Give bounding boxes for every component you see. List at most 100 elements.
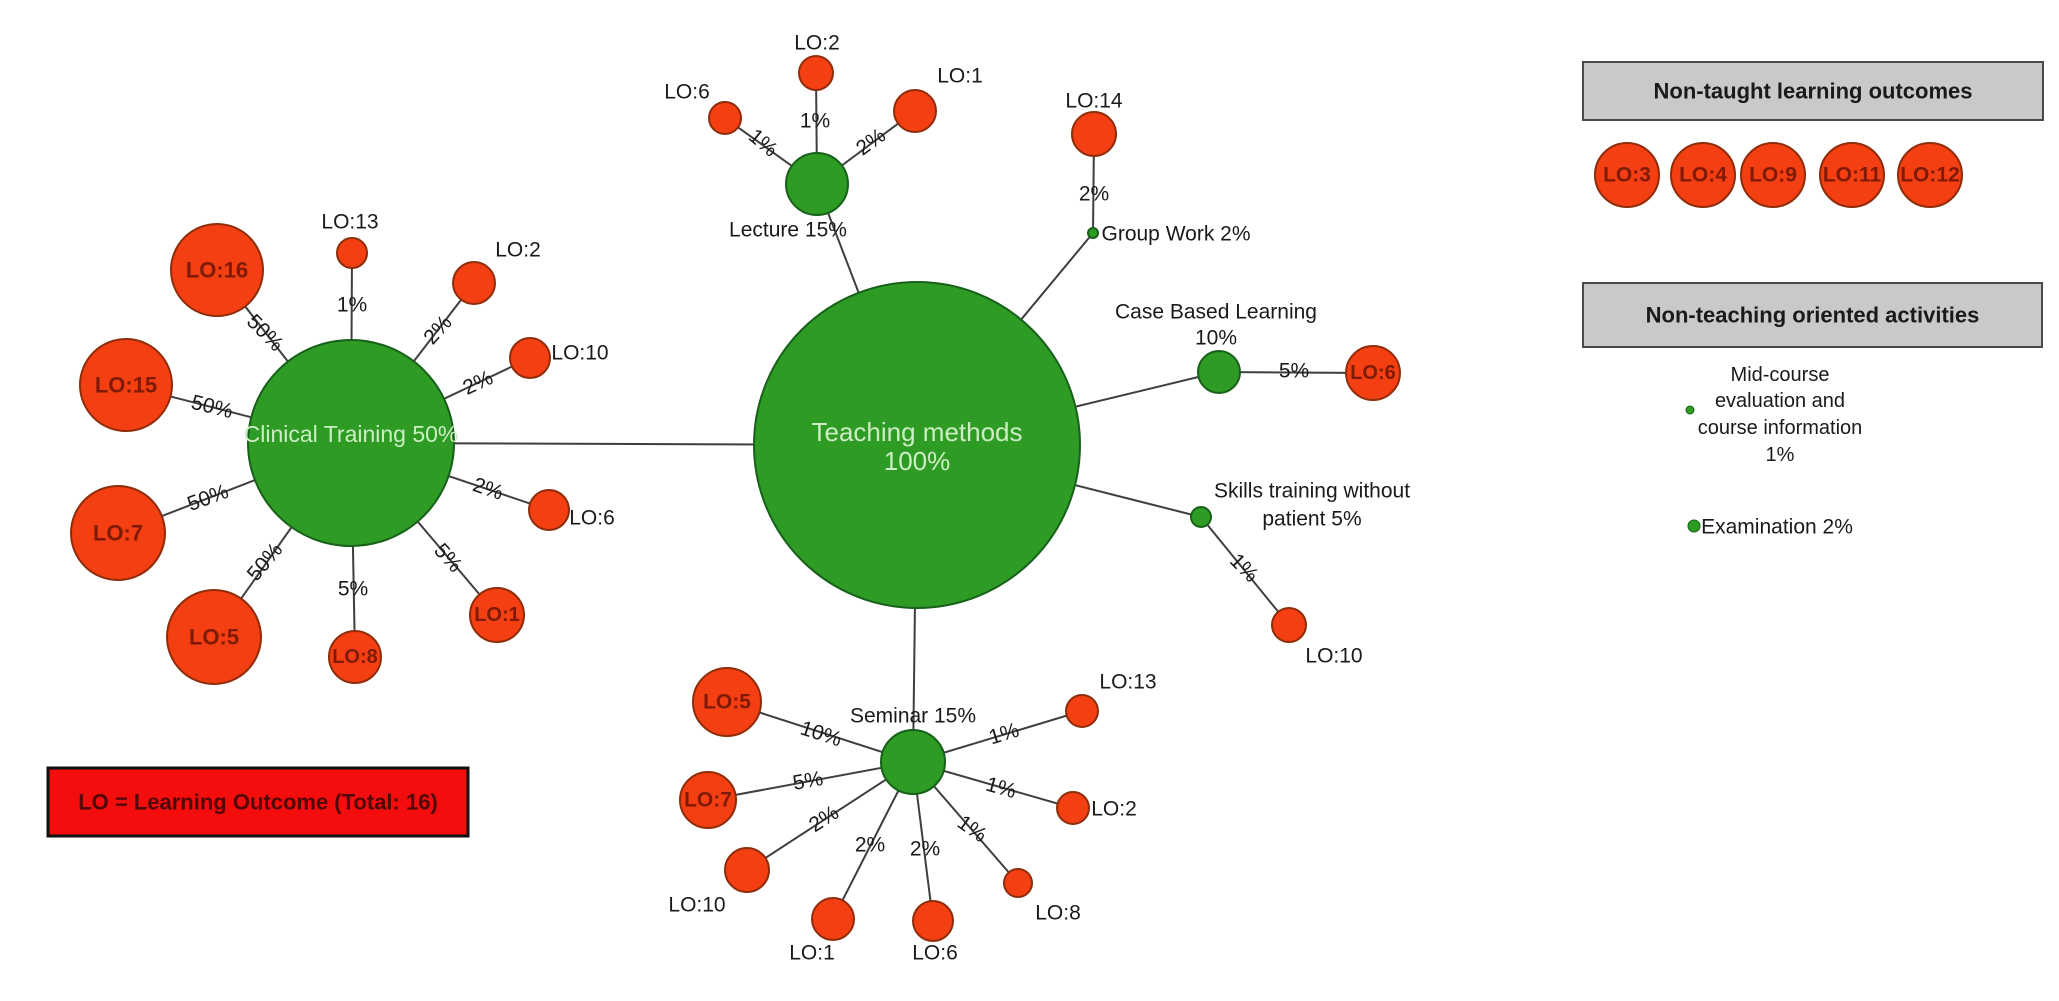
legend-circle-lo-4 [1670, 142, 1736, 208]
node-label-clinical-0: Clinical Training 50% [244, 421, 459, 447]
edge-label-seminar-slo7: 5% [791, 767, 825, 795]
node-clo1 [469, 587, 525, 643]
node-slo8 [1003, 868, 1033, 898]
skills-label-line2: patient 5% [1262, 508, 1361, 531]
legend-circle-label-4: LO:12 [1900, 164, 1960, 187]
node-clo10 [509, 337, 551, 379]
edge-seminar-slo10 [746, 761, 914, 871]
seminar-label: Seminar 15% [850, 705, 976, 728]
legend-circle-lo-12 [1897, 142, 1963, 208]
key-box [46, 766, 470, 838]
legend-non-taught-title: Non-taught learning outcomes [1654, 79, 1973, 104]
node-slo7 [679, 771, 737, 829]
node-clo15 [79, 338, 173, 432]
edge-skills-lo10sk [1200, 516, 1290, 626]
edge-label-seminar-slo13: 1% [986, 719, 1022, 750]
edge-label-clinical-clo7: 50% [184, 480, 231, 516]
edge-label-seminar-slo10: 2% [805, 801, 843, 837]
edge-label-clinical-clo16: 50% [242, 310, 288, 356]
node-clo5 [166, 589, 262, 685]
node-cbl [1197, 350, 1241, 394]
edge-label-seminar-slo5: 10% [797, 717, 844, 752]
node-lo10sk [1271, 607, 1307, 643]
edge-label-seminar-slo8: 1% [953, 811, 991, 847]
node-lo14 [1071, 111, 1117, 157]
edge-seminar-slo7 [707, 761, 914, 801]
node-label-clo1-0: LO:1 [474, 604, 520, 626]
cbl-label-line1: Case Based Learning [1115, 301, 1317, 324]
edge-label-seminar-slo2: 1% [983, 773, 1019, 803]
node-label-clo16-0: LO:16 [186, 258, 248, 283]
node-slo6 [912, 900, 954, 942]
node-slo10 [724, 847, 770, 893]
legend-circle-lo-9 [1740, 142, 1806, 208]
legend-circle-label-2: LO:9 [1749, 164, 1797, 187]
legend-circle-label-0: LO:3 [1603, 164, 1651, 187]
lo2-clinical-label: LO:2 [495, 239, 541, 262]
node-clo8 [328, 630, 382, 684]
edge-label-cbl-lo6c: 5% [1279, 360, 1309, 383]
skills-label-line1: Skills training without [1214, 480, 1410, 503]
edge-label-lecture-lo2t: 1% [800, 110, 830, 133]
lo13-clinical-label: LO:13 [321, 211, 378, 234]
edge-label-clinical-clo13: 1% [337, 294, 367, 317]
legend-non-taught-box [1582, 61, 2044, 121]
legend-circle-lo-3 [1594, 142, 1660, 208]
edge-label-seminar-slo1: 2% [855, 834, 885, 857]
mid-course-line-0: Mid-course [1731, 364, 1830, 386]
lo2-seminar-label: LO:2 [1091, 798, 1137, 821]
node-label-teaching-1: 100% [884, 446, 951, 476]
lo1-seminar-label: LO:1 [789, 942, 835, 965]
node-label-clo15-0: LO:15 [95, 373, 157, 398]
edge-label-clinical-clo6: 2% [470, 473, 506, 505]
edge-label-clinical-clo15: 50% [189, 391, 235, 423]
node-teaching [753, 281, 1081, 609]
lecture-label: Lecture 15% [729, 219, 847, 242]
examination-dot-icon [1687, 519, 1701, 533]
node-seminar [880, 729, 946, 795]
node-slo2 [1056, 791, 1090, 825]
cbl-label-line2: 10% [1195, 327, 1237, 350]
legend-circle-label-3: LO:11 [1823, 164, 1882, 187]
node-skills [1190, 506, 1212, 528]
lo6-lecture-label: LO:6 [664, 81, 710, 104]
legend-non-teaching-title: Non-teaching oriented activities [1646, 303, 1980, 328]
examination-label: Examination 2% [1701, 516, 1853, 539]
groupwork-label: Group Work 2% [1102, 223, 1251, 246]
node-clo13 [336, 237, 368, 269]
node-label-slo7-0: LO:7 [684, 789, 732, 812]
edge-label-clinical-clo5: 50% [243, 539, 288, 586]
node-slo1 [811, 897, 855, 941]
lo10-skills-label: LO:10 [1305, 645, 1362, 668]
legend-non-teaching-box [1582, 282, 2043, 348]
lo6-seminar-label: LO:6 [912, 942, 958, 965]
node-label-clo8-0: LO:8 [332, 646, 378, 668]
mid-course-line-3: 1% [1766, 444, 1795, 466]
lo6-clinical-label: LO:6 [569, 507, 615, 530]
node-clinical [247, 339, 455, 547]
node-lo6c [1345, 345, 1401, 401]
node-label-clo7-0: LO:7 [93, 521, 143, 546]
edge-label-groupwork-lo14: 2% [1079, 183, 1109, 206]
node-label-clo5-0: LO:5 [189, 625, 239, 650]
node-slo13 [1065, 694, 1099, 728]
node-label-slo5-0: LO:5 [703, 691, 751, 714]
node-lo2t [798, 55, 834, 91]
node-label-lo6c-0: LO:6 [1350, 362, 1396, 384]
edge-label-clinical-clo10: 2% [459, 366, 496, 400]
node-lo1t [893, 89, 937, 133]
node-lo6t [708, 101, 742, 135]
lo10-clinical-label: LO:10 [551, 342, 608, 365]
lo2-lecture-label: LO:2 [794, 32, 840, 55]
legend-layer: Non-taught learning outcomes LO:3 LO:4 LO:9… [46, 61, 2044, 838]
node-clo16 [170, 223, 264, 317]
edge-label-clinical-clo8: 5% [338, 578, 368, 601]
node-groupwork [1087, 227, 1099, 239]
lo1-lecture-label: LO:1 [937, 65, 983, 88]
edge-label-clinical-clo2: 2% [419, 311, 456, 349]
key-box-label: LO = Learning Outcome (Total: 16) [78, 790, 438, 815]
node-clo6 [528, 489, 570, 531]
node-name-labels-layer: Lecture 15% Seminar 15% Case Based Learnin… [321, 32, 1410, 965]
